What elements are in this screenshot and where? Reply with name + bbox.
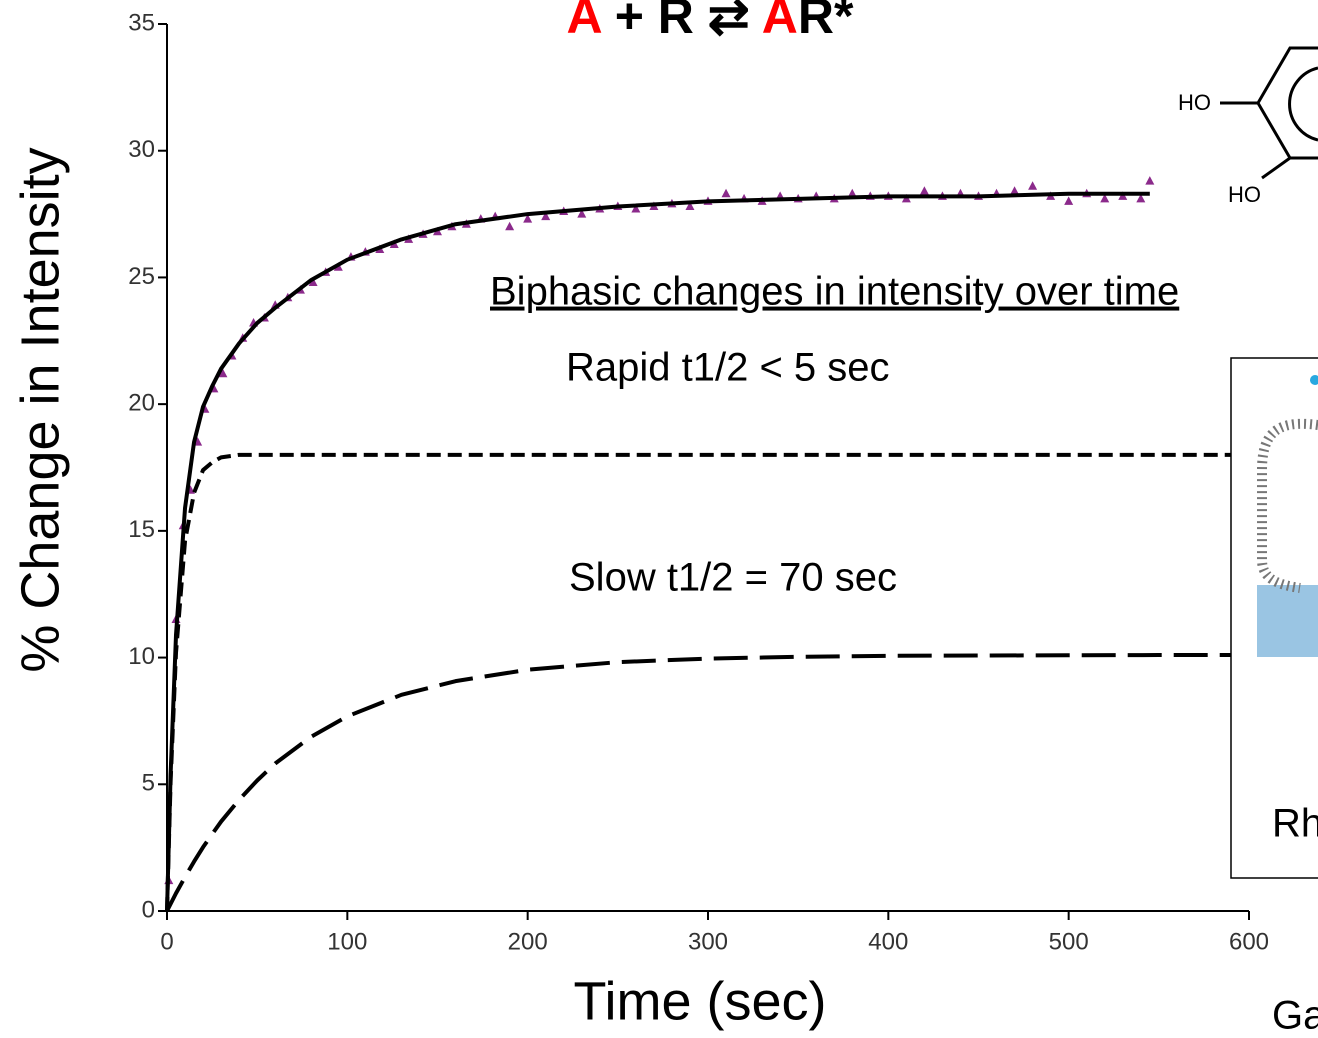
y-tick-label: 15 <box>128 516 155 543</box>
data-point <box>919 186 929 195</box>
x-tick-label: 400 <box>868 928 908 955</box>
data-point <box>721 188 731 198</box>
annotation: Rh <box>1272 802 1318 846</box>
data-point <box>1064 196 1074 205</box>
x-tick-label: 100 <box>327 928 367 955</box>
curve-long-dashed <box>165 653 1231 912</box>
x-tick-label: 300 <box>688 928 728 955</box>
x-tick-label: 200 <box>508 928 548 955</box>
annotation: Ga <box>1272 994 1318 1038</box>
chart-title: A + R ⇄ AR* <box>567 0 854 44</box>
receptor-inset <box>1230 357 1318 879</box>
data-point <box>505 221 515 231</box>
data-point <box>218 368 228 378</box>
x-tick-label: 600 <box>1229 928 1269 955</box>
y-tick-label: 0 <box>142 896 155 923</box>
data-point <box>685 201 695 210</box>
data-point <box>847 188 857 198</box>
molecule <box>1220 46 1318 180</box>
data-point <box>1145 176 1155 185</box>
data-point <box>631 204 641 213</box>
y-tick-label: 10 <box>128 643 155 670</box>
title-part: ⇄ <box>708 0 750 44</box>
annotation: HO <box>1228 182 1261 207</box>
curve-dashed <box>165 452 1231 912</box>
title-part: A <box>750 0 798 44</box>
data-point <box>577 209 587 218</box>
data-point <box>1136 193 1146 203</box>
x-tick-label: 500 <box>1049 928 1089 955</box>
annotation: Slow t1/2 = 70 sec <box>569 556 897 600</box>
annotation: HO <box>1178 90 1211 115</box>
curve-solid <box>165 191 1150 912</box>
data-point <box>308 277 318 286</box>
title-part: A <box>567 0 602 44</box>
title-part: + R <box>601 0 708 44</box>
x-tick-label: 0 <box>160 928 173 955</box>
y-tick-label: 30 <box>128 136 155 163</box>
annotation: Biphasic changes in intensity over time <box>490 270 1179 314</box>
y-tick-label: 5 <box>142 770 155 797</box>
data-point <box>1028 181 1038 190</box>
data-point <box>523 214 533 223</box>
y-tick-label: 35 <box>128 9 155 36</box>
data-point <box>1010 186 1020 195</box>
title-part: R* <box>798 0 854 44</box>
data-point <box>1100 193 1110 203</box>
y-tick-label: 20 <box>128 389 155 416</box>
data-point <box>541 211 551 221</box>
y-axis-label: % Change in Intensity <box>10 147 70 672</box>
x-axis-label: Time (sec) <box>574 971 827 1031</box>
y-tick-label: 25 <box>128 263 155 290</box>
annotation: Rapid t1/2 < 5 sec <box>566 346 890 390</box>
